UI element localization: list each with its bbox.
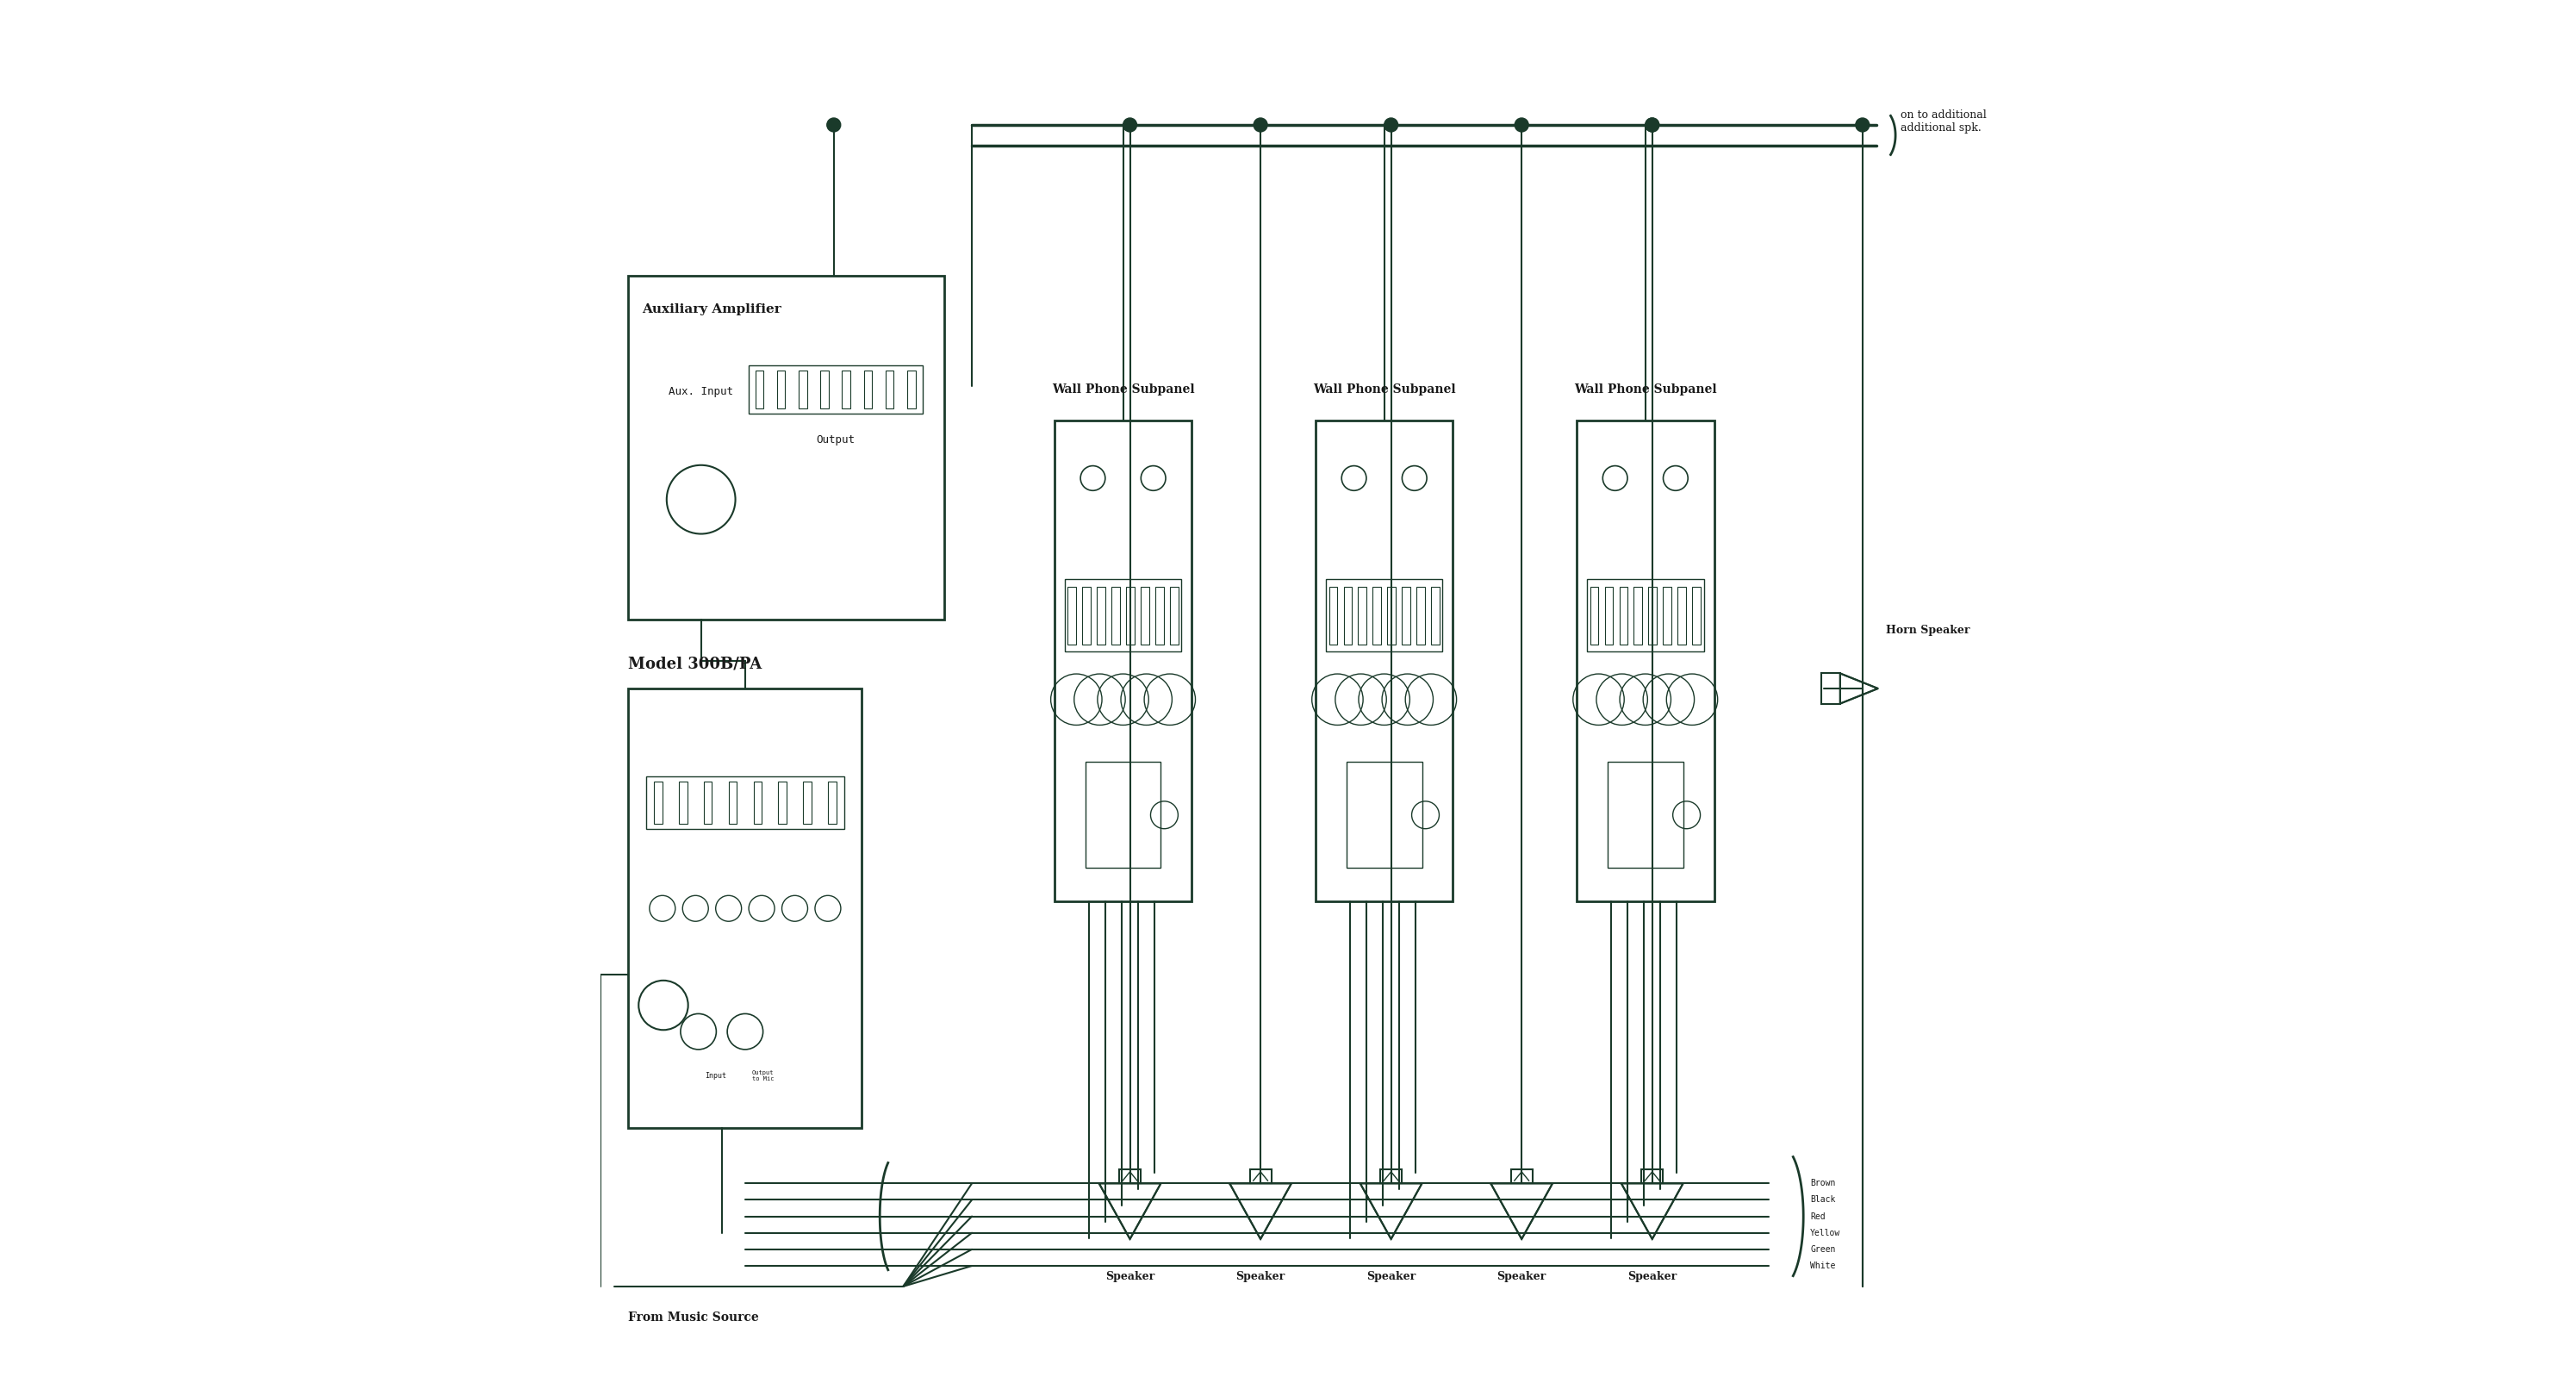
Text: Input: Input [706,1071,726,1080]
Text: Aux. Input: Aux. Input [670,386,734,398]
Bar [1329,587,1337,644]
Bar [827,782,837,823]
Text: Red: Red [1811,1212,1826,1220]
Bar [799,370,806,409]
Bar [819,370,829,409]
Text: Auxiliary Amplifier: Auxiliary Amplifier [641,303,781,315]
Text: on to additional
additional spk.: on to additional additional spk. [1901,109,1986,134]
Bar [1692,587,1700,644]
Text: Output
to Mic: Output to Mic [752,1070,773,1081]
Bar [1649,587,1656,644]
Bar [1401,587,1409,644]
Text: Model 300B/PA: Model 300B/PA [629,655,762,672]
Bar [778,782,786,823]
Circle shape [827,118,840,132]
Bar [1381,1169,1401,1183]
Text: White: White [1811,1261,1837,1270]
Text: Wall Phone Subpanel: Wall Phone Subpanel [1574,383,1716,395]
Bar [1388,587,1396,644]
Bar [1432,587,1440,644]
Bar [1069,587,1077,644]
Circle shape [1123,118,1136,132]
Bar [1126,587,1133,644]
Bar [1417,587,1425,644]
Bar [778,370,786,409]
Bar [1589,587,1597,644]
Bar [1249,1169,1273,1183]
Text: Black: Black [1811,1195,1837,1203]
Text: Output: Output [817,434,855,445]
Bar [1620,587,1628,644]
Bar [1510,1169,1533,1183]
Bar [1677,587,1685,644]
Text: Wall Phone Subpanel: Wall Phone Subpanel [1051,383,1195,395]
Bar [1633,587,1641,644]
Text: Speaker: Speaker [1628,1271,1677,1282]
Text: From Music Source: From Music Source [629,1311,760,1323]
Bar [1097,587,1105,644]
Circle shape [1255,118,1267,132]
Circle shape [1383,118,1399,132]
Bar [863,370,873,409]
Bar [1157,587,1164,644]
Bar [842,370,850,409]
Text: Speaker: Speaker [1105,1271,1154,1282]
Text: Green: Green [1811,1245,1837,1253]
Bar [1641,1169,1664,1183]
Circle shape [1855,118,1870,132]
Text: Wall Phone Subpanel: Wall Phone Subpanel [1314,383,1455,395]
Circle shape [1646,118,1659,132]
Bar [755,370,762,409]
Bar [907,370,914,409]
Bar [1118,1169,1141,1183]
Circle shape [1515,118,1528,132]
Bar [752,782,762,823]
Text: Speaker: Speaker [1497,1271,1546,1282]
Bar [804,782,811,823]
Bar [1170,587,1177,644]
Text: Yellow: Yellow [1811,1228,1842,1237]
Bar [1345,587,1352,644]
Bar [680,782,688,823]
Bar [1664,587,1672,644]
Bar [1358,587,1365,644]
Text: Speaker: Speaker [1365,1271,1417,1282]
Bar [1141,587,1149,644]
Bar [654,782,662,823]
Text: Speaker: Speaker [1236,1271,1285,1282]
Bar [886,370,894,409]
Bar [1605,587,1613,644]
Bar [1082,587,1090,644]
Text: Horn Speaker: Horn Speaker [1886,625,1971,636]
Text: Brown: Brown [1811,1179,1837,1188]
Circle shape [1646,118,1659,132]
Bar [729,782,737,823]
Bar [1113,587,1121,644]
Bar [703,782,711,823]
Bar [1373,587,1381,644]
